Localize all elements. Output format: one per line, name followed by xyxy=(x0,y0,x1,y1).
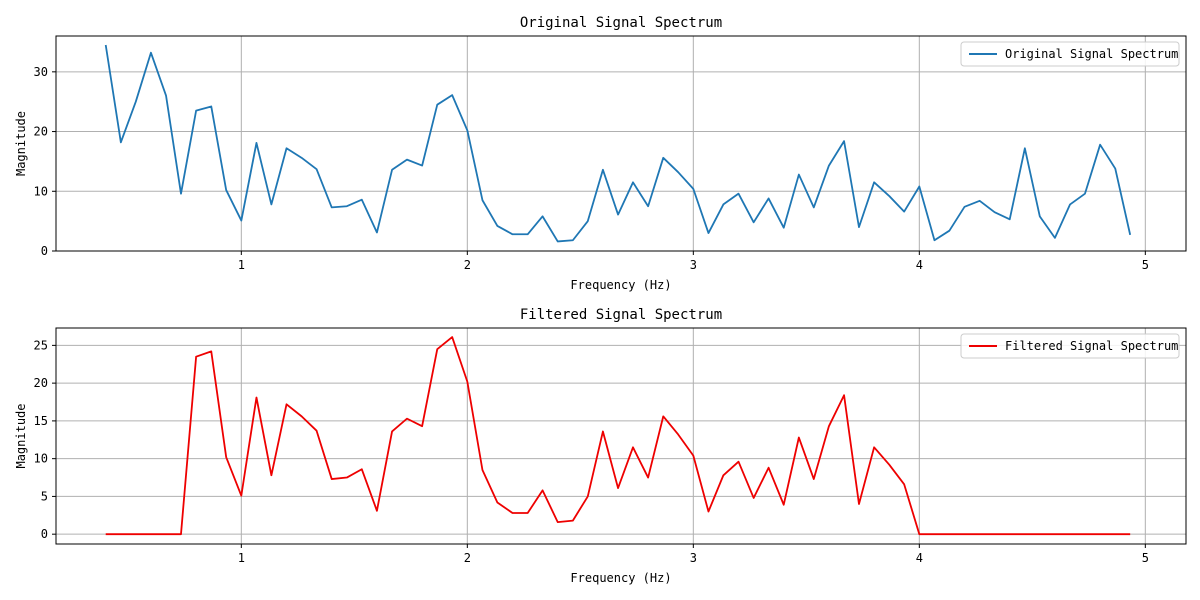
series-line-2 xyxy=(105,336,1131,536)
legend-box xyxy=(960,333,1180,359)
y-tick-label: 10 xyxy=(34,184,48,198)
plot-frame xyxy=(55,35,1187,252)
x-axis-label: Frequency (Hz) xyxy=(570,571,671,585)
y-tick-label: 0 xyxy=(41,527,48,541)
x-tick-label: 3 xyxy=(690,551,697,565)
y-tick-label: 15 xyxy=(34,414,48,428)
y-tick-label: 20 xyxy=(34,125,48,139)
y-tick-label: 25 xyxy=(34,338,48,352)
legend-entry: Filtered Signal Spectrum xyxy=(1005,339,1178,353)
chart-title: Original Signal Spectrum xyxy=(520,15,722,31)
x-tick-label: 3 xyxy=(690,258,697,272)
legend: Original Signal Spectrum xyxy=(960,41,1180,67)
grid xyxy=(56,36,1186,252)
plot-frame xyxy=(55,327,1187,545)
legend-entry: Original Signal Spectrum xyxy=(1005,47,1178,61)
x-tick-label: 5 xyxy=(1142,551,1149,565)
x-tick-label: 2 xyxy=(464,258,471,272)
legend: Filtered Signal Spectrum xyxy=(960,333,1180,359)
x-tick-label: 2 xyxy=(464,551,471,565)
x-axis-label: Frequency (Hz) xyxy=(570,278,671,292)
chart-panel-2: 1 2 3 4 5 0 5 10 15 20 25 Filtered Signal Spectrum F… xyxy=(14,307,1187,585)
y-tick-label: 0 xyxy=(41,244,48,258)
chart-title: Filtered Signal Spectrum xyxy=(520,307,722,323)
y-axis-label: Magnitude xyxy=(14,403,28,468)
x-tick-label: 5 xyxy=(1142,258,1149,272)
x-tick-label: 4 xyxy=(916,551,923,565)
y-tick-label: 10 xyxy=(34,452,48,466)
y-tick-label: 30 xyxy=(34,65,48,79)
y-axis-label: Magnitude xyxy=(14,111,28,176)
y-tick-label: 20 xyxy=(34,376,48,390)
grid xyxy=(56,328,1186,544)
chart-panel-1: 1 2 3 4 5 0 10 20 30 Original Signal Spectrum Freq… xyxy=(14,15,1187,292)
legend-box xyxy=(960,41,1180,67)
x-tick-label: 1 xyxy=(238,551,245,565)
series-line-1 xyxy=(104,44,1132,243)
x-tick-label: 4 xyxy=(916,258,923,272)
x-tick-label: 1 xyxy=(238,258,245,272)
y-tick-label: 5 xyxy=(41,489,48,503)
